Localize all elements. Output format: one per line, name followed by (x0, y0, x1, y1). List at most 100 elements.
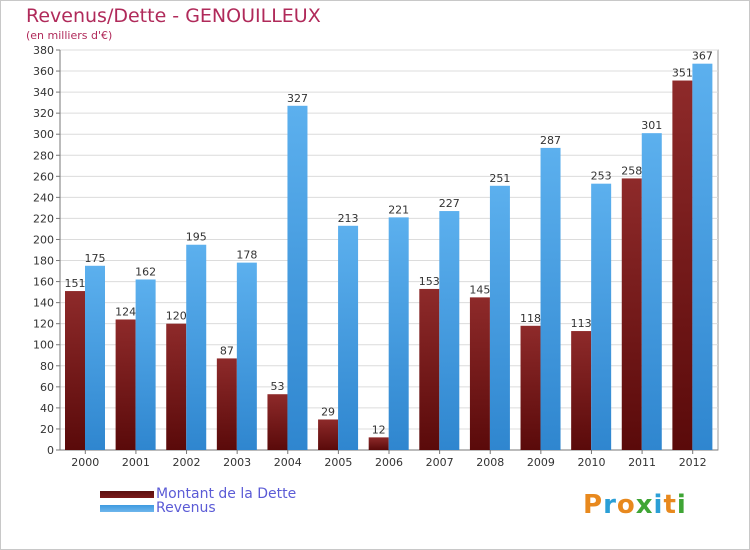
y-tick-label: 280 (33, 149, 54, 162)
data-label-dette: 12 (372, 423, 386, 436)
data-label-revenus: 253 (591, 170, 612, 183)
bar-dette (65, 291, 85, 450)
y-tick-label: 40 (40, 402, 54, 415)
y-tick-label: 220 (33, 212, 54, 225)
data-label-dette: 118 (520, 312, 541, 325)
data-label-dette: 29 (321, 405, 335, 418)
x-tick-label: 2004 (274, 456, 302, 469)
data-label-dette: 53 (270, 380, 284, 393)
data-label-revenus: 162 (135, 265, 156, 278)
logo-letter: t (663, 490, 677, 520)
bar-dette (571, 331, 592, 450)
x-tick-label: 2009 (527, 456, 555, 469)
bar-revenus (692, 63, 713, 451)
bar-revenus (186, 244, 207, 450)
bar-revenus (439, 211, 460, 450)
y-tick-label: 380 (33, 44, 54, 57)
data-label-revenus: 175 (85, 252, 106, 265)
y-tick-label: 340 (33, 86, 54, 99)
legend-item-revenus: Revenus (100, 500, 216, 516)
y-tick-label: 60 (40, 381, 54, 394)
y-tick-label: 240 (33, 191, 54, 204)
data-label-dette: 153 (419, 275, 440, 288)
y-tick-label: 180 (33, 255, 54, 268)
bar-revenus (489, 185, 510, 450)
y-tick-label: 300 (33, 128, 54, 141)
data-label-revenus: 301 (641, 119, 662, 132)
proxiti-logo: Proxiti (583, 490, 687, 520)
data-label-dette: 258 (621, 164, 642, 177)
data-label-revenus: 287 (540, 134, 561, 147)
y-tick-label: 20 (40, 423, 54, 436)
y-tick-label: 160 (33, 276, 54, 289)
y-tick-label: 80 (40, 360, 54, 373)
chart-subtitle: (en milliers d'€) (26, 29, 113, 42)
legend-swatch-revenus (100, 504, 154, 512)
data-label-revenus: 227 (439, 197, 460, 210)
x-tick-label: 2011 (628, 456, 656, 469)
bar-dette (166, 323, 187, 450)
bar-dette (368, 437, 389, 450)
data-label-dette: 151 (65, 277, 86, 290)
logo-letter: x (635, 490, 654, 520)
y-tick-label: 260 (33, 170, 54, 183)
logo-letter: i (676, 490, 687, 520)
bar-dette (419, 288, 440, 450)
x-tick-label: 2000 (71, 456, 99, 469)
bar-revenus (236, 262, 257, 450)
y-tick-label: 140 (33, 297, 54, 310)
data-label-revenus: 178 (236, 249, 257, 262)
bar-dette (672, 80, 693, 451)
data-label-revenus: 327 (287, 92, 308, 105)
bar-dette (216, 358, 237, 450)
x-tick-label: 2003 (223, 456, 251, 469)
bar-revenus (287, 105, 308, 450)
bar-revenus (338, 225, 359, 450)
y-tick-label: 0 (47, 444, 54, 457)
y-tick-label: 120 (33, 318, 54, 331)
bar-revenus (591, 183, 612, 450)
bar-revenus (540, 147, 561, 451)
data-label-dette: 113 (571, 317, 592, 330)
x-tick-label: 2005 (324, 456, 352, 469)
bar-revenus (85, 265, 105, 450)
x-tick-label: 2010 (577, 456, 605, 469)
x-tick-label: 2002 (173, 456, 201, 469)
bar-dette (318, 419, 339, 450)
x-tick-label: 2008 (476, 456, 504, 469)
y-tick-label: 200 (33, 233, 54, 246)
legend-item-dette: Montant de la Dette (100, 486, 296, 502)
x-tick-label: 2007 (426, 456, 454, 469)
bar-dette (469, 297, 490, 450)
logo-letter: i (653, 490, 664, 520)
bar-revenus (388, 217, 409, 450)
data-label-dette: 351 (672, 67, 693, 80)
x-tick-label: 2006 (375, 456, 403, 469)
legend-swatch-dette (100, 490, 154, 498)
bar-dette (267, 394, 288, 450)
data-label-revenus: 221 (388, 203, 409, 216)
chart-title: Revenus/Dette - GENOUILLEUX (26, 5, 321, 27)
bar-dette (520, 325, 541, 450)
legend-label-revenus: Revenus (156, 500, 216, 516)
x-tick-label: 2001 (122, 456, 150, 469)
data-label-revenus: 251 (489, 172, 510, 185)
data-label-revenus: 195 (186, 231, 207, 244)
data-label-dette: 120 (166, 310, 187, 323)
y-tick-label: 100 (33, 339, 54, 352)
bar-dette (115, 319, 136, 450)
data-label-dette: 145 (469, 283, 490, 296)
bar-revenus (135, 279, 156, 450)
data-label-dette: 87 (220, 344, 234, 357)
y-tick-label: 320 (33, 107, 54, 120)
logo-letter: r (603, 490, 617, 520)
bar-revenus (641, 133, 662, 450)
y-tick-label: 360 (33, 65, 54, 78)
legend-label-dette: Montant de la Dette (156, 486, 297, 502)
data-label-revenus: 213 (338, 212, 359, 225)
logo-letter: P (583, 490, 604, 520)
bar-dette (621, 178, 642, 450)
data-label-revenus: 367 (692, 50, 713, 63)
logo-letter: o (616, 490, 636, 520)
